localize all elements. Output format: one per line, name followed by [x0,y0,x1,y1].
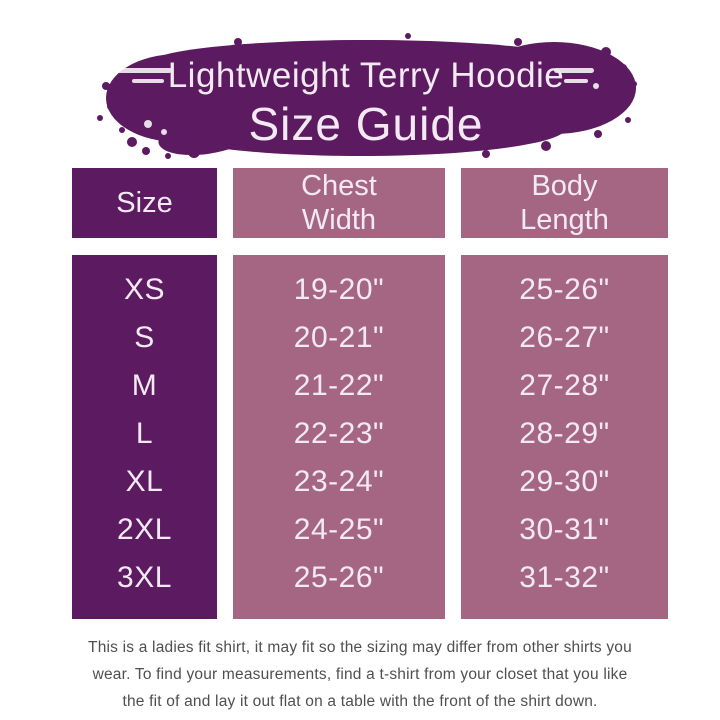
chest-width-cell-xs: 19-20" [293,273,385,306]
column-header-body-length: Body Length [461,168,668,238]
header: Lightweight Terry Hoodie Size Guide [86,24,646,164]
footer-note-line-3: the fit of and lay it out flat on a tabl… [122,693,598,710]
column-header-chest-width: Chest Width [233,168,445,238]
chest-width-cell-l: 22-23" [293,417,385,450]
chest-width-cell-2xl: 24-25" [293,513,385,546]
body-length-cell-2xl: 30-31" [519,513,610,546]
size-cell-s: S [134,321,155,354]
body-length-cell-xs: 25-26" [519,273,610,306]
column-header-size-label: Size [116,187,173,219]
size-cell-2xl: 2XL [117,513,172,546]
size-cell-xs: XS [123,273,166,306]
brush-blob [97,33,637,159]
size-cell-l: L [135,417,154,450]
size-cell-3xl: 3XL [117,561,172,594]
body-length-cell-xl: 29-30" [519,465,610,498]
size-cell-xl: XL [125,465,164,498]
brush-texture-streaks [116,68,599,135]
chest-width-cell-m: 21-22" [293,369,385,402]
footer-note-line-1: This is a ladies fit shirt, it may fit s… [88,639,632,656]
footer-note: This is a ladies fit shirt, it may fit s… [20,634,700,715]
product-name: Lightweight Terry Hoodie [167,56,565,95]
page-title: Size Guide [248,98,484,150]
size-cell-m: M [131,369,158,402]
body-length-column: 25-26" 26-27" 27-28" 28-29" 29-30" 30-31… [461,255,668,619]
body-length-cell-m: 27-28" [519,369,610,402]
body-length-cell-3xl: 31-32" [519,561,610,594]
footer-note-line-2: wear. To find your measurements, find a … [92,666,628,683]
body-length-cell-s: 26-27" [519,321,610,354]
chest-width-cell-s: 20-21" [293,321,385,354]
column-header-body-length-label: Body Length [520,170,609,236]
chest-width-cell-3xl: 25-26" [293,561,385,594]
chest-width-cell-xl: 23-24" [293,465,385,498]
size-column: XS S M L XL 2XL 3XL [72,255,217,619]
body-length-cell-l: 28-29" [519,417,610,450]
column-header-chest-width-label: Chest Width [301,170,377,236]
chest-width-column: 19-20" 20-21" 21-22" 22-23" 23-24" 24-25… [233,255,445,619]
brush-stroke-background [97,33,637,159]
column-header-size: Size [72,168,217,238]
